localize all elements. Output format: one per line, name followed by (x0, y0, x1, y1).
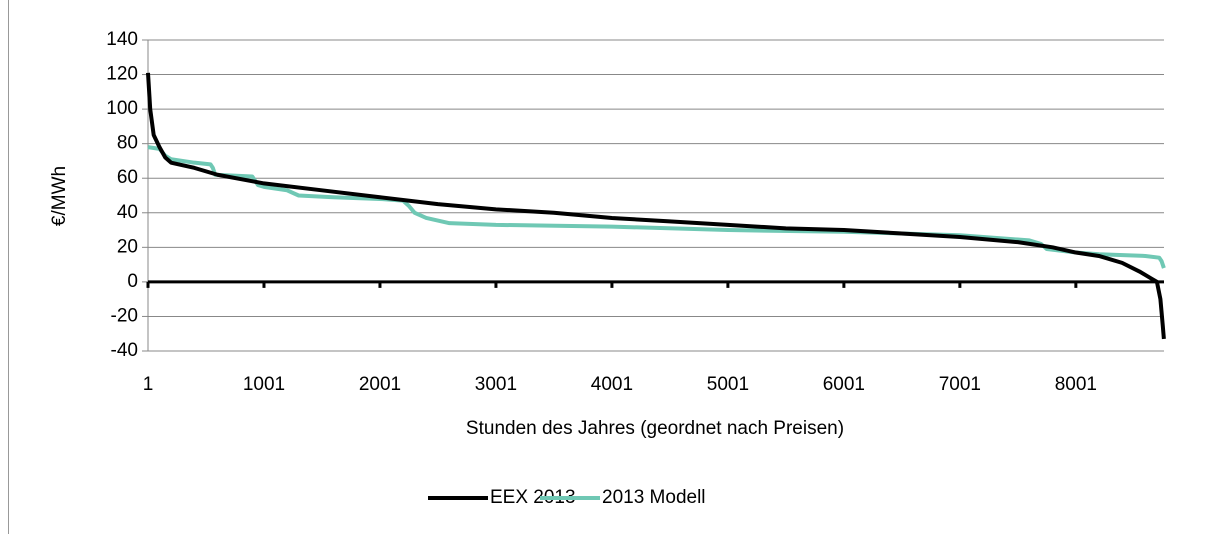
y-tick-label: 140 (106, 29, 138, 50)
x-tick-label: 7001 (939, 374, 981, 395)
series-line (147, 145, 1166, 269)
y-axis-label: €/MWh (49, 166, 70, 226)
y-tick-label: 60 (117, 167, 138, 188)
x-tick-label: 4001 (591, 374, 633, 395)
x-tick-label: 2001 (359, 374, 401, 395)
x-tick-label: 6001 (823, 374, 865, 395)
x-tick-label: 1 (143, 374, 154, 395)
series-line (146, 72, 1166, 340)
x-tick-label: 1001 (243, 374, 285, 395)
legend-label: 2013 Modell (602, 487, 706, 508)
y-tick-label: 20 (117, 236, 138, 257)
chart-frame (8, 0, 9, 534)
y-tick-label: 100 (106, 98, 138, 119)
y-tick-label: -40 (111, 340, 138, 361)
y-tick-label: 0 (127, 271, 138, 292)
y-tick-label: 80 (117, 133, 138, 154)
legend-label: EEX 2013 (490, 487, 576, 508)
x-axis-label: Stunden des Jahres (geordnet nach Preise… (466, 418, 844, 439)
y-tick-label: 40 (117, 202, 138, 223)
y-tick-label: 120 (106, 64, 138, 85)
y-tick-label: -20 (111, 305, 138, 326)
x-tick-label: 8001 (1055, 374, 1097, 395)
x-tick-label: 5001 (707, 374, 749, 395)
x-tick-label: 3001 (475, 374, 517, 395)
